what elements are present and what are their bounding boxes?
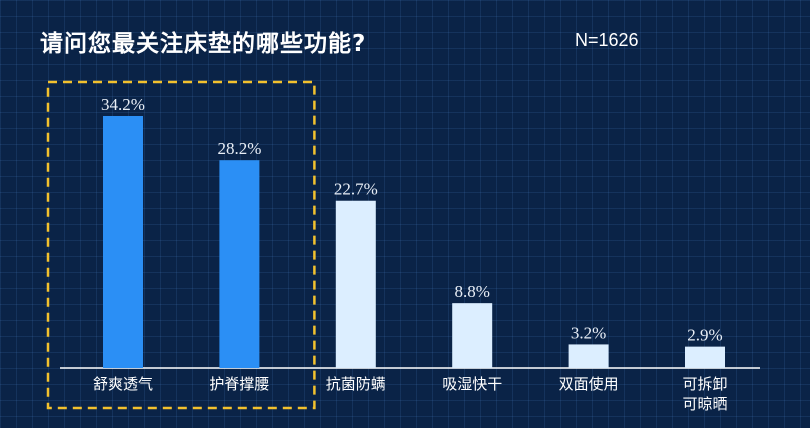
bar xyxy=(452,303,493,368)
bar xyxy=(685,346,725,368)
category-label: 抗菌防螨 xyxy=(326,375,386,393)
data-label: 2.9% xyxy=(687,326,722,345)
data-label: 3.2% xyxy=(571,323,606,342)
category-label: 护脊撑腰 xyxy=(209,375,269,393)
bar xyxy=(103,116,143,368)
category-label: 舒爽透气 xyxy=(93,375,153,393)
data-label: 34.2% xyxy=(101,95,145,114)
bar xyxy=(219,160,260,368)
data-label: 8.8% xyxy=(454,282,489,301)
data-label: 22.7% xyxy=(334,180,378,199)
highlight-box xyxy=(46,80,316,410)
category-label: 吸湿快干 xyxy=(442,375,502,393)
chart-title: 请问您最关注床垫的哪些功能? xyxy=(40,31,367,57)
category-label: 双面使用 xyxy=(559,375,619,393)
sample-size-label: N=1626 xyxy=(575,30,639,50)
category-label: 可拆卸 xyxy=(682,375,727,393)
bar xyxy=(335,200,376,368)
bar xyxy=(568,344,609,368)
category-label: 可晾晒 xyxy=(682,395,727,413)
data-label: 28.2% xyxy=(217,139,261,158)
